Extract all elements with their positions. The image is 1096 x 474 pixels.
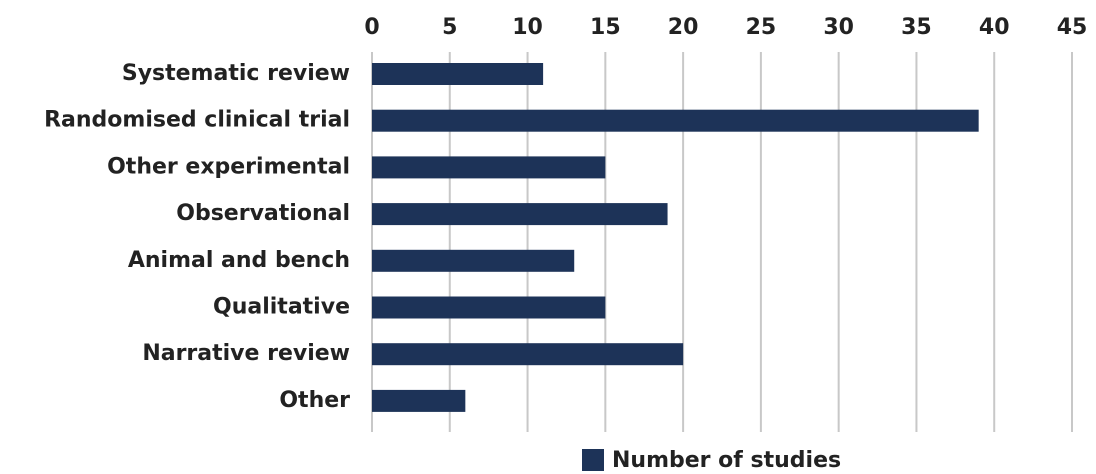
x-tick-label: 40 xyxy=(979,15,1010,40)
x-tick-label: 5 xyxy=(442,15,457,40)
y-tick-label: Narrative review xyxy=(142,341,350,366)
x-tick-label: 0 xyxy=(364,15,379,40)
legend-swatch xyxy=(582,449,604,471)
x-tick-label: 20 xyxy=(668,15,699,40)
x-tick-label: 10 xyxy=(512,15,543,40)
y-tick-label: Other experimental xyxy=(107,154,350,179)
bar xyxy=(372,63,544,85)
bar xyxy=(372,203,668,226)
bar xyxy=(372,109,979,132)
bar xyxy=(372,343,684,366)
x-tick-label: 45 xyxy=(1057,15,1088,40)
bar xyxy=(372,389,466,412)
bar xyxy=(372,156,606,179)
x-tick-label: 25 xyxy=(746,15,777,40)
x-tick-label: 30 xyxy=(823,15,854,40)
x-tick-label: 35 xyxy=(901,15,932,40)
legend-label: Number of studies xyxy=(612,448,841,473)
y-tick-label: Systematic review xyxy=(122,61,350,86)
y-tick-label: Randomised clinical trial xyxy=(44,108,350,133)
y-tick-label: Qualitative xyxy=(213,295,350,320)
bar xyxy=(372,249,575,272)
y-tick-label: Other xyxy=(279,388,350,413)
bar xyxy=(372,296,606,319)
x-tick-label: 15 xyxy=(590,15,621,40)
y-tick-label: Animal and bench xyxy=(128,248,350,273)
y-tick-label: Observational xyxy=(176,201,350,226)
